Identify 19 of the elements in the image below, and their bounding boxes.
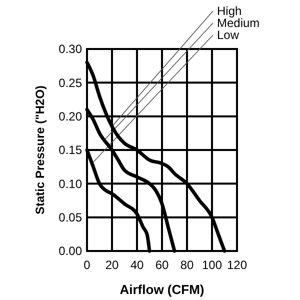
y-tick-label: 0.25: [58, 76, 82, 90]
x-tick-label: 80: [180, 258, 194, 272]
y-tick-label: 0.10: [58, 176, 82, 191]
y-tick-label: 0.30: [58, 42, 82, 56]
y-axis-title: Static Pressure ("H2O): [33, 85, 47, 215]
text: High: [217, 4, 242, 18]
x-axis-title: Airflow (CFM): [120, 282, 204, 297]
y-tick-label: 0.15: [58, 143, 82, 158]
x-tick-label: 120: [226, 258, 248, 272]
x-tick-label: 40: [130, 258, 144, 272]
text: Medium: [217, 16, 260, 30]
x-tick-label: 0: [84, 258, 91, 272]
x-tick-label: 100: [202, 258, 222, 272]
y-tick-label: 0.20: [58, 110, 82, 124]
y-tick-label: 0.00: [58, 244, 82, 258]
x-tick-label: 60: [155, 258, 169, 272]
y-tick-label: 0.05: [58, 210, 82, 225]
x-tick-label: 20: [105, 258, 119, 272]
text: Low: [217, 28, 240, 42]
